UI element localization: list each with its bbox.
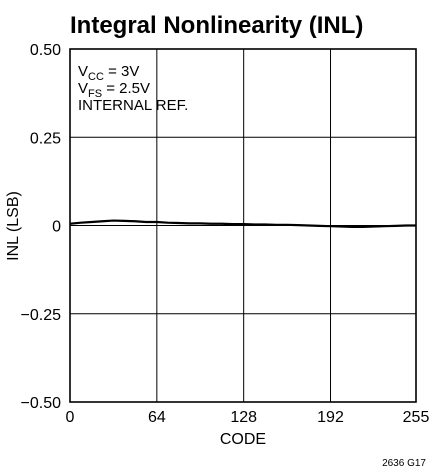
figure-id: 2636 G17 bbox=[382, 458, 426, 469]
y-tick-labels: 0.50 0.25 0 −0.25 −0.50 bbox=[21, 42, 62, 412]
y-tick-label: −0.25 bbox=[21, 307, 62, 324]
inl-series-line bbox=[69, 219, 416, 229]
x-tick-label: 128 bbox=[230, 409, 257, 426]
x-tick-label: 0 bbox=[66, 409, 75, 426]
x-tick-labels: 0 64 128 192 255 bbox=[66, 409, 430, 426]
annotation-line: VFS = 2.5V bbox=[78, 80, 150, 100]
annotation-line: INTERNAL REF. bbox=[78, 97, 188, 114]
x-axis-label: CODE bbox=[220, 431, 266, 448]
chart-title: Integral Nonlinearity (INL) bbox=[70, 12, 363, 39]
annotation-line: VCC = 3V bbox=[78, 63, 139, 83]
y-tick-label: −0.50 bbox=[21, 395, 62, 412]
x-tick-label: 192 bbox=[317, 409, 344, 426]
y-tick-label: 0.50 bbox=[30, 42, 61, 59]
y-tick-label: 0 bbox=[52, 219, 61, 236]
y-axis-label: INL (LSB) bbox=[5, 191, 22, 261]
x-tick-label: 64 bbox=[148, 409, 166, 426]
x-tick-label: 255 bbox=[403, 409, 430, 426]
y-tick-label: 0.25 bbox=[30, 130, 61, 147]
